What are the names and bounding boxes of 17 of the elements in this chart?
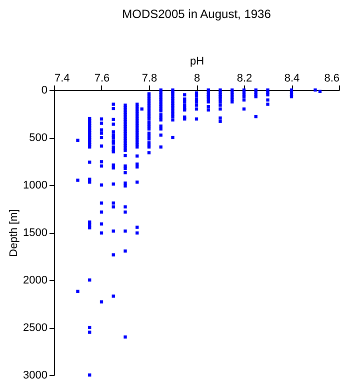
x-tick-label: 8.4: [284, 72, 300, 84]
y-tick-label: 0: [41, 84, 48, 96]
y-tick-label: 500: [29, 132, 48, 144]
y-tick-label: 2500: [23, 322, 48, 334]
y-tick-label: 1000: [23, 180, 48, 192]
x-tick-label: 7.6: [94, 72, 110, 84]
x-tick-label: 7.8: [142, 72, 158, 84]
chart-title: MODS2005 in August, 1936: [122, 7, 272, 21]
y-tick-label: 1500: [23, 227, 48, 239]
x-tick-label: 7.4: [54, 72, 70, 84]
x-axis-title: pH: [190, 56, 204, 68]
y-axis-title: Depth [m]: [8, 209, 20, 257]
x-tick-label: 8.6: [324, 72, 340, 84]
y-tick-label: 3000: [23, 370, 48, 382]
y-tick-label: 2000: [23, 274, 48, 286]
x-tick-label: 8: [194, 72, 200, 84]
x-tick-label: 8.2: [236, 72, 252, 84]
